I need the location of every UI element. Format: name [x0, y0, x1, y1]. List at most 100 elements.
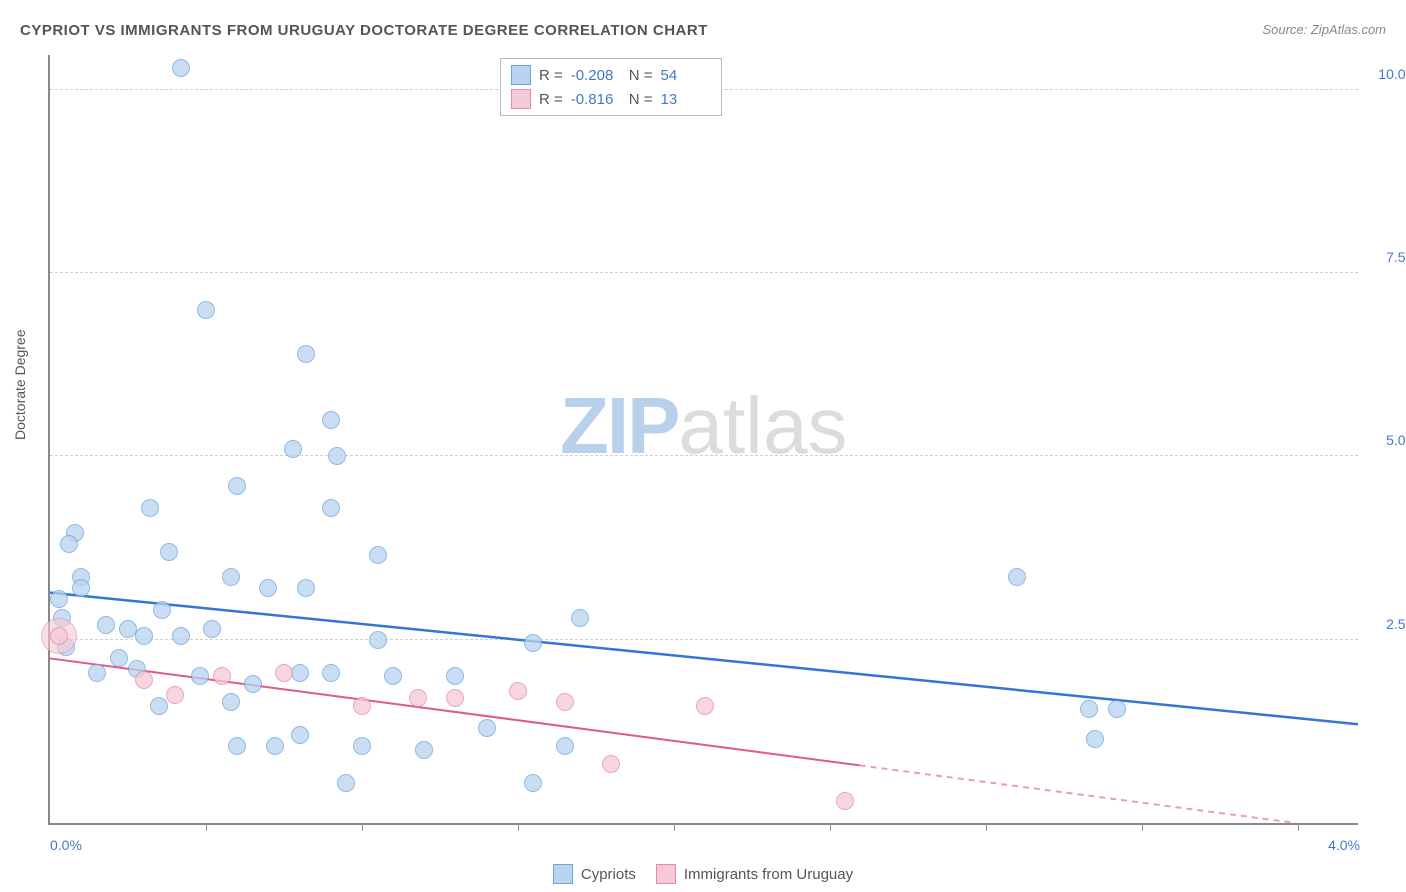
plot-area: 2.5%5.0%7.5%10.0%0.0%4.0% [48, 55, 1358, 825]
trend-line-dashed [860, 765, 1296, 823]
x-tick [674, 823, 675, 831]
legend-label: Cypriots [581, 866, 636, 883]
scatter-point [524, 634, 542, 652]
scatter-point [284, 440, 302, 458]
source-attribution: Source: ZipAtlas.com [1262, 22, 1386, 37]
stat-n-value: 54 [661, 67, 711, 84]
stat-r-label: R = [539, 67, 563, 84]
scatter-point [135, 627, 153, 645]
scatter-point [222, 568, 240, 586]
y-tick-label: 2.5% [1363, 616, 1406, 632]
scatter-point [602, 755, 620, 773]
scatter-point [556, 693, 574, 711]
scatter-point [337, 774, 355, 792]
grid-line [50, 455, 1358, 456]
scatter-point [369, 631, 387, 649]
scatter-point [1008, 568, 1026, 586]
scatter-point [836, 792, 854, 810]
scatter-point [88, 664, 106, 682]
scatter-point [197, 301, 215, 319]
scatter-point [291, 664, 309, 682]
stat-n-label: N = [629, 67, 653, 84]
scatter-point [353, 737, 371, 755]
y-axis-label: Doctorate Degree [12, 329, 28, 440]
scatter-point [141, 499, 159, 517]
stat-n-label: N = [629, 91, 653, 108]
scatter-point [571, 609, 589, 627]
scatter-point [244, 675, 262, 693]
scatter-point [275, 664, 293, 682]
scatter-point [509, 682, 527, 700]
stats-legend-row: R = -0.816 N = 13 [511, 87, 711, 111]
scatter-point [1108, 700, 1126, 718]
grid-line [50, 639, 1358, 640]
scatter-point [384, 667, 402, 685]
scatter-point [135, 671, 153, 689]
stats-legend: R = -0.208 N = 54 R = -0.816 N = 13 [500, 58, 722, 116]
x-tick-label-right: 4.0% [1328, 837, 1360, 853]
scatter-point [415, 741, 433, 759]
scatter-point [191, 667, 209, 685]
scatter-point [409, 689, 427, 707]
stat-r-value: -0.208 [571, 67, 621, 84]
scatter-point [297, 345, 315, 363]
stat-r-label: R = [539, 91, 563, 108]
scatter-point [556, 737, 574, 755]
scatter-point [110, 649, 128, 667]
scatter-point [50, 590, 68, 608]
scatter-point [228, 477, 246, 495]
stat-n-value: 13 [661, 91, 711, 108]
scatter-point [228, 737, 246, 755]
scatter-point [322, 664, 340, 682]
scatter-point [172, 59, 190, 77]
scatter-point [369, 546, 387, 564]
x-tick [206, 823, 207, 831]
x-tick [830, 823, 831, 831]
scatter-point [150, 697, 168, 715]
scatter-point [1086, 730, 1104, 748]
scatter-point [153, 601, 171, 619]
scatter-point [203, 620, 221, 638]
scatter-point [328, 447, 346, 465]
legend-swatch [553, 864, 573, 884]
scatter-point [160, 543, 178, 561]
x-tick-label-left: 0.0% [50, 837, 82, 853]
scatter-point [213, 667, 231, 685]
stat-r-value: -0.816 [571, 91, 621, 108]
scatter-point [72, 579, 90, 597]
scatter-point [166, 686, 184, 704]
x-tick [518, 823, 519, 831]
scatter-point [172, 627, 190, 645]
x-tick [362, 823, 363, 831]
scatter-point [322, 411, 340, 429]
y-tick-label: 5.0% [1363, 432, 1406, 448]
scatter-point [259, 579, 277, 597]
stats-legend-row: R = -0.208 N = 54 [511, 63, 711, 87]
scatter-point [696, 697, 714, 715]
scatter-point [446, 667, 464, 685]
x-tick [1142, 823, 1143, 831]
bottom-legend-item: Immigrants from Uruguay [656, 864, 853, 884]
scatter-point [297, 579, 315, 597]
chart-title: CYPRIOT VS IMMIGRANTS FROM URUGUAY DOCTO… [20, 22, 708, 39]
grid-line [50, 272, 1358, 273]
bottom-legend-item: Cypriots [553, 864, 636, 884]
scatter-point [353, 697, 371, 715]
scatter-point [446, 689, 464, 707]
scatter-point [524, 774, 542, 792]
legend-label: Immigrants from Uruguay [684, 866, 853, 883]
scatter-point [60, 535, 78, 553]
legend-swatch [511, 89, 531, 109]
scatter-point [291, 726, 309, 744]
scatter-point [50, 627, 68, 645]
scatter-point [266, 737, 284, 755]
scatter-point [222, 693, 240, 711]
scatter-point [1080, 700, 1098, 718]
y-tick-label: 10.0% [1363, 66, 1406, 82]
x-tick [986, 823, 987, 831]
scatter-point [478, 719, 496, 737]
legend-swatch [511, 65, 531, 85]
x-tick [1298, 823, 1299, 831]
bottom-legend: Cypriots Immigrants from Uruguay [0, 864, 1406, 884]
y-tick-label: 7.5% [1363, 249, 1406, 265]
